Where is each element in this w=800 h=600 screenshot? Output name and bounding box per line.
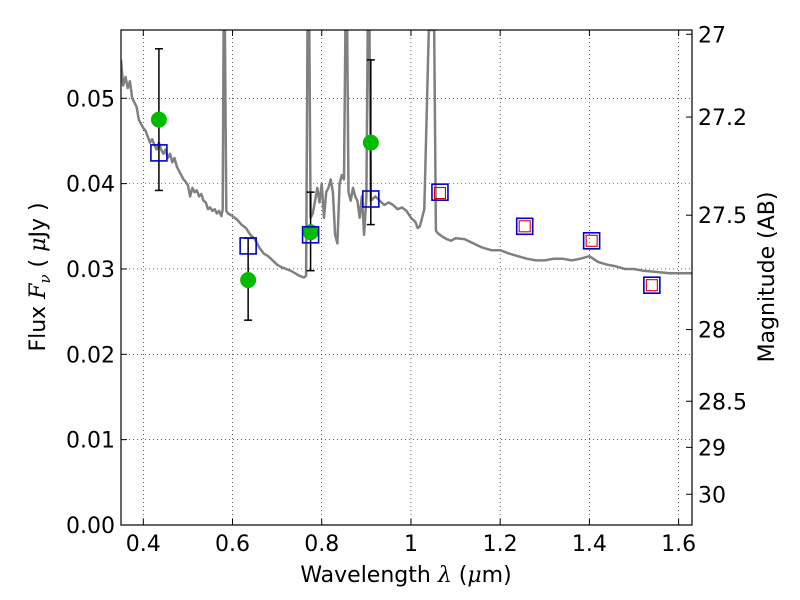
x-axis-label: Wavelength λ (μm) — [300, 563, 511, 588]
y2-tick-label: 27.5 — [698, 204, 747, 229]
x-tick-label: 0.8 — [304, 532, 339, 557]
x-tick-label: 1.4 — [572, 532, 607, 557]
model-flux-square — [150, 144, 168, 162]
plot-data — [121, 30, 692, 279]
plot-markers — [150, 48, 661, 321]
model-flux-square — [239, 237, 257, 255]
y-tick-label: 0.00 — [66, 514, 115, 539]
y2-tick-label: 28 — [698, 319, 726, 344]
predicted-flux-square — [645, 279, 658, 292]
y-tick-label: 0.05 — [66, 87, 115, 112]
observed-flux-point — [362, 134, 379, 151]
x-tick-label: 1.6 — [661, 532, 696, 557]
y-axis-nu: ν — [36, 274, 54, 283]
model-flux-square — [515, 217, 534, 236]
y-tick-label: 0.04 — [66, 173, 115, 198]
y2-tick-label: 27 — [698, 23, 726, 48]
predicted-flux-square — [518, 220, 531, 233]
model-flux-square — [582, 232, 601, 250]
plot-frame — [120, 29, 693, 526]
x-tick-label: 1 — [404, 532, 418, 557]
observed-flux-point — [240, 272, 257, 289]
y2-tick-label: 27.2 — [698, 106, 747, 131]
predicted-flux-square — [585, 234, 598, 247]
y-axis-label: Flux Fν ( μJy ) — [26, 202, 54, 351]
y2-tick-label: 28.5 — [698, 390, 747, 415]
observed-flux-point — [150, 111, 167, 128]
y2-axis-label: Magnitude (AB) — [755, 192, 780, 363]
x-tick-label: 0.4 — [126, 532, 161, 557]
x-axis-lambda: λ — [437, 563, 452, 588]
model-flux-square — [431, 183, 449, 201]
y-tick-label: 0.02 — [66, 343, 115, 368]
y-axis-mu: μ — [26, 238, 51, 252]
y-axis-F: F — [26, 283, 51, 300]
model-flux-square — [643, 276, 661, 294]
x-tick-label: 0.6 — [215, 532, 250, 557]
axis-ticks: 0.4 0.6 0.8 1 1.2 1.4 1.6 0.00 0.01 0.02 0.03 0.04 0… — [66, 23, 747, 557]
predicted-flux-square — [433, 186, 447, 200]
y2-tick-label: 30 — [698, 483, 726, 508]
x-axis-mu: μ — [467, 563, 481, 588]
model-flux-square — [362, 190, 380, 208]
y-tick-label: 0.01 — [66, 429, 115, 454]
model-flux-square — [301, 226, 320, 244]
y2-tick-label: 29 — [698, 436, 726, 461]
x-tick-label: 1.2 — [483, 532, 518, 557]
y-tick-label: 0.03 — [66, 258, 115, 283]
model-spectrum-line — [121, 30, 692, 279]
grid — [121, 30, 692, 525]
